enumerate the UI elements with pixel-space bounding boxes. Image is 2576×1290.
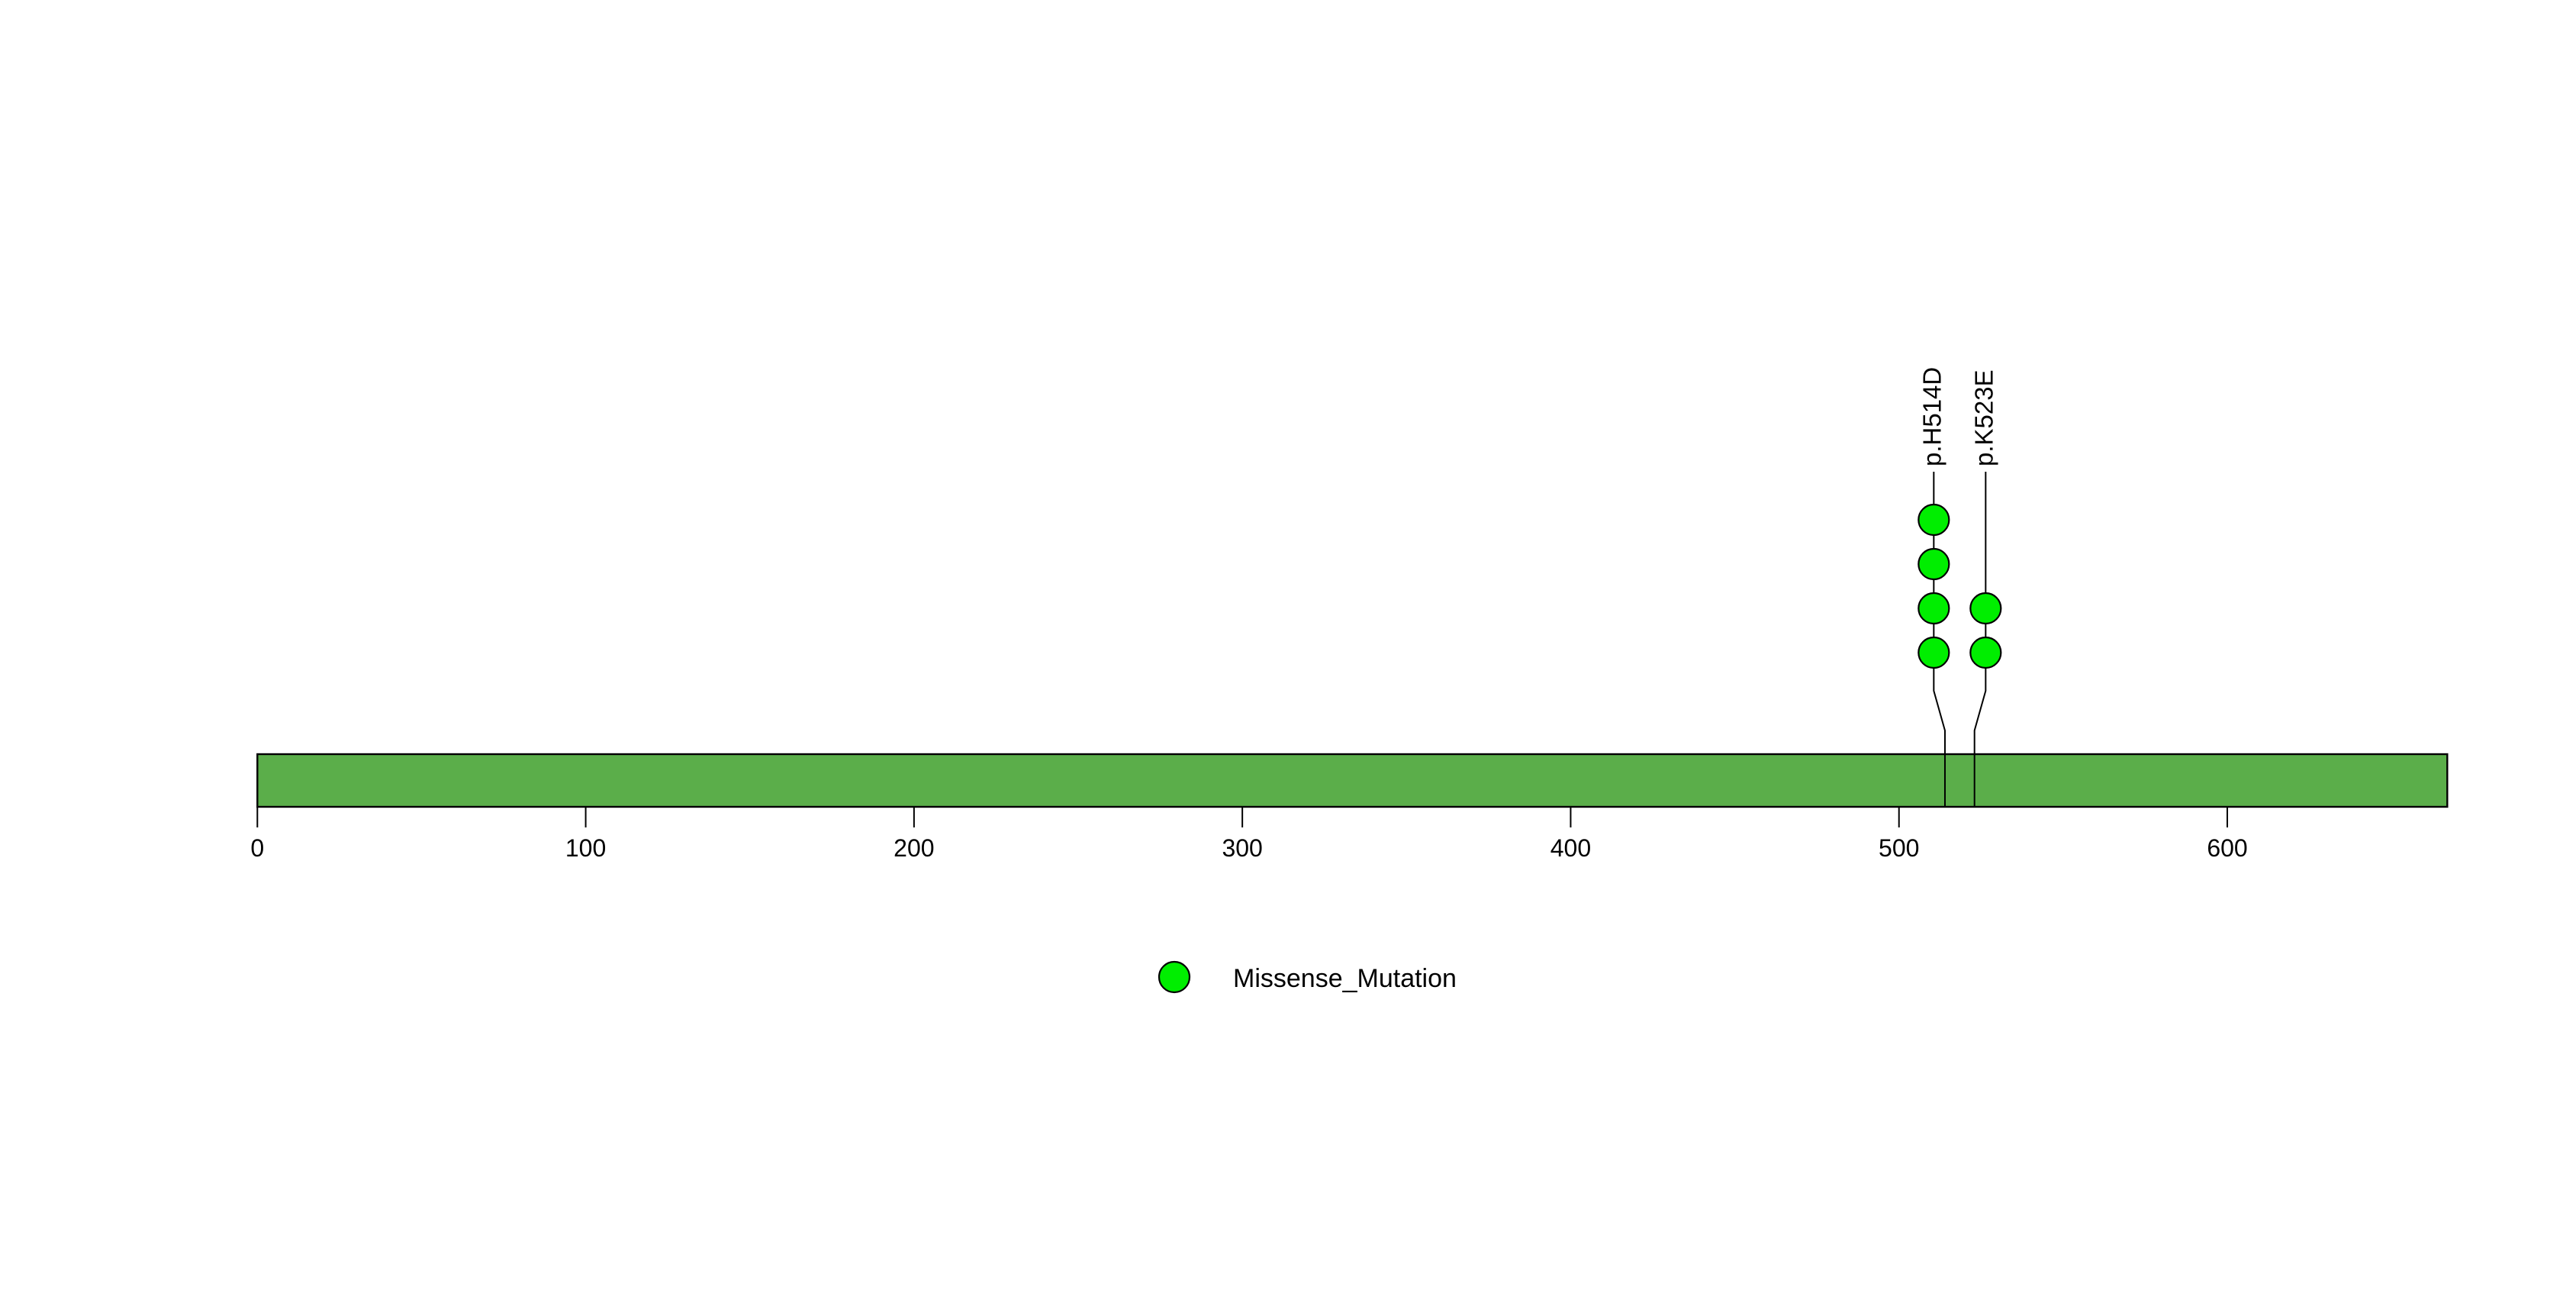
axis-tick-label: 200	[894, 834, 934, 862]
axis-tick-label: 500	[1879, 834, 1919, 862]
axis-tick-label: 100	[565, 834, 606, 862]
mutation-circle	[1918, 592, 1950, 625]
protein-bar	[256, 753, 2449, 808]
axis-tick-label: 400	[1550, 834, 1591, 862]
mutation-label: p.H514D	[1918, 367, 1946, 466]
axis-tick-label: 600	[2207, 834, 2247, 862]
mutation-circle	[1969, 592, 2002, 625]
axis-tick-label: 0	[250, 834, 264, 862]
axis-tick-label: 300	[1222, 834, 1262, 862]
legend-swatch	[1158, 960, 1191, 994]
legend-label: Missense_Mutation	[1233, 964, 1457, 993]
mutation-circle	[1918, 547, 1950, 581]
lollipop-stem	[1933, 472, 1946, 807]
mutation-circle	[1918, 503, 1950, 537]
mutation-circle	[1969, 636, 2002, 669]
mutation-label: p.K523E	[1969, 369, 1998, 466]
lollipop-stem	[1973, 472, 1987, 807]
mutation-circle	[1918, 636, 1950, 669]
